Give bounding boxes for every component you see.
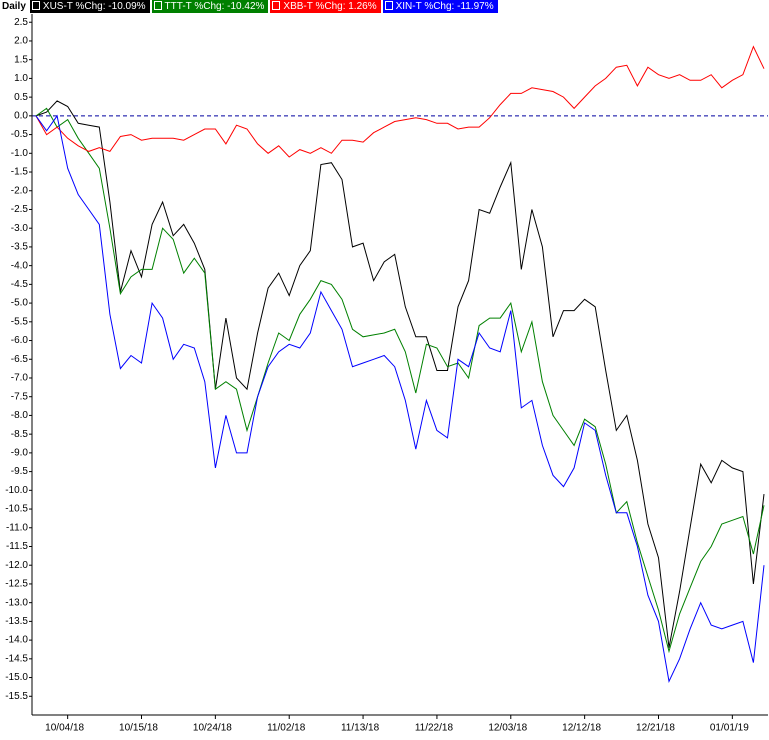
x-tick-label: 11/13/18 [341,723,380,734]
y-tick-label: -1.0 [11,148,29,159]
y-tick-label: -8.5 [11,429,29,440]
y-tick-label: -15.5 [5,691,28,702]
y-tick-label: -0.5 [11,129,29,140]
chart-title: Daily [2,1,26,12]
y-tick-label: -9.5 [11,466,29,477]
y-tick-label: -9.0 [11,448,29,459]
y-tick-label: -11.0 [6,522,28,533]
x-tick-label: 01/01/19 [710,723,749,734]
x-tick-label: 12/03/18 [488,723,527,734]
x-tick-label: 10/24/18 [193,723,232,734]
y-tick-label: 0.5 [14,92,28,103]
y-tick-label: 2.0 [14,36,28,47]
y-tick-label: -4.0 [11,260,29,271]
y-tick-label: -6.5 [11,354,29,365]
y-tick-label: -5.0 [11,298,29,309]
y-tick-label: -15.0 [5,672,28,683]
series-line [35,114,765,683]
y-tick-label: -10.0 [5,485,28,496]
x-tick-label: 11/02/18 [267,723,306,734]
y-tick-label: -12.5 [5,579,28,590]
y-tick-label: -5.5 [11,316,29,327]
y-tick-label: -11.5 [6,541,28,552]
y-tick-label: 0.0 [14,110,28,121]
y-tick-label: -13.5 [5,616,28,627]
y-tick-label: -12.0 [5,560,28,571]
y-tick-label: -8.0 [11,410,29,421]
y-tick-label: -13.0 [5,597,28,608]
x-tick-label: 10/15/18 [119,723,158,734]
y-tick-label: -6.0 [11,335,29,346]
y-tick-label: -1.5 [11,167,29,178]
series-line [35,100,765,648]
y-tick-label: -2.0 [11,185,29,196]
header: Daily XUS-T %Chg: -10.09% TTT-T %Chg: -10… [0,0,769,13]
y-tick-label: -10.5 [5,504,28,515]
y-tick-label: -14.0 [5,635,28,646]
x-tick-label: 10/04/18 [45,723,84,734]
y-tick-label: -2.5 [11,204,29,215]
series-line [35,107,765,654]
legend-entry: XBB-T %Chg: 1.26% [270,0,381,13]
y-tick-label: 1.5 [14,54,28,65]
y-tick-label: -3.0 [11,223,29,234]
y-tick-label: 2.5 [14,17,28,28]
y-tick-label: -3.5 [11,242,29,253]
y-tick-label: -14.5 [5,653,28,664]
series-line [35,45,765,158]
legend-entry: TTT-T %Chg: -10.42% [151,0,269,13]
y-tick-label: -7.0 [11,373,29,384]
y-tick-label: -4.5 [11,279,29,290]
x-tick-label: 11/22/18 [415,723,454,734]
x-tick-label: 12/21/18 [636,723,675,734]
x-tick-label: 12/12/18 [562,723,601,734]
plot-area [32,14,768,715]
y-tick-label: -7.5 [11,391,29,402]
legend-entry: XIN-T %Chg: -11.97% [382,0,498,13]
y-tick-label: 1.0 [14,73,28,84]
legend-entry: XUS-T %Chg: -10.09% [29,0,150,13]
